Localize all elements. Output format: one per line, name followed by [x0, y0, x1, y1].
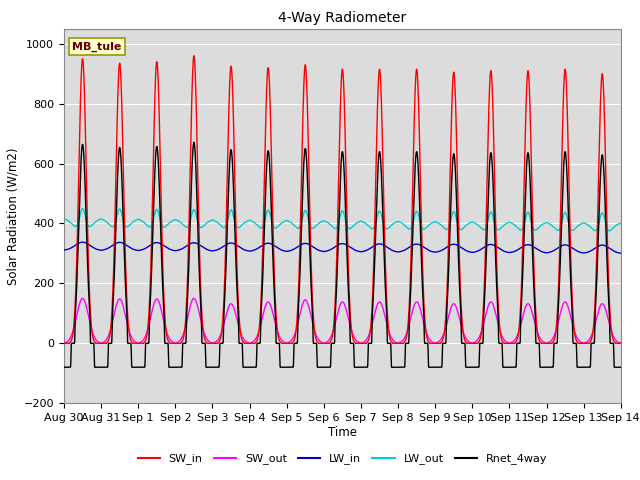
Y-axis label: Solar Radiation (W/m2): Solar Radiation (W/m2): [6, 147, 20, 285]
X-axis label: Time: Time: [328, 426, 357, 439]
Text: MB_tule: MB_tule: [72, 41, 122, 52]
Title: 4-Way Radiometer: 4-Way Radiometer: [278, 11, 406, 25]
Legend: SW_in, SW_out, LW_in, LW_out, Rnet_4way: SW_in, SW_out, LW_in, LW_out, Rnet_4way: [133, 449, 552, 469]
